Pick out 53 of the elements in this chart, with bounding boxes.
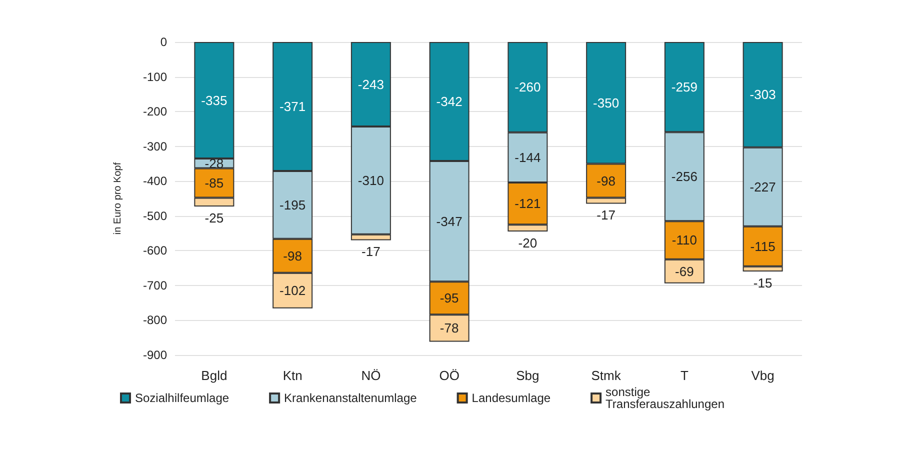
y-tick-label: -700 <box>142 278 168 292</box>
data-label: -371 <box>280 99 306 114</box>
y-tick-label: 0 <box>160 35 168 49</box>
data-label: -347 <box>436 214 462 229</box>
data-label: -98 <box>596 173 616 188</box>
y-tick-label: -600 <box>142 244 168 258</box>
data-label: -259 <box>671 80 698 95</box>
data-label: -256 <box>671 169 698 184</box>
data-label: -95 <box>440 290 459 306</box>
data-label: -227 <box>750 179 776 194</box>
data-label: -144 <box>514 150 541 165</box>
x-tick-label: Stmk <box>591 368 622 383</box>
y-tick-label: -900 <box>142 348 168 362</box>
data-label: -17 <box>362 244 380 260</box>
data-label: -102 <box>280 283 306 298</box>
data-label: -20 <box>518 236 538 251</box>
data-label: -195 <box>280 197 306 212</box>
legend-label: Krankenanstaltenumlage <box>284 391 418 405</box>
data-label: -15 <box>753 276 772 291</box>
data-label: -335 <box>201 92 228 108</box>
y-tick-label: -100 <box>142 70 168 84</box>
x-tick-label: Sbg <box>516 368 540 383</box>
data-label: -78 <box>440 320 459 336</box>
data-label: -28 <box>204 156 224 171</box>
y-tick-label: -200 <box>142 104 168 119</box>
legend-label: Sozialhilfeumlage <box>135 391 230 405</box>
data-label: -110 <box>672 232 697 248</box>
legend-label: Landesumlage <box>472 391 551 405</box>
data-label: -350 <box>593 95 620 110</box>
y-tick-label: -500 <box>142 208 168 223</box>
y-tick-label: -800 <box>142 313 168 328</box>
legend-label: sonstige Transferauszahlungen <box>606 385 725 411</box>
y-axis-title: in Euro pro Kopf <box>112 162 124 235</box>
data-label: -121 <box>514 196 541 212</box>
data-label: -243 <box>358 76 384 92</box>
data-label: -25 <box>204 210 224 226</box>
y-tick-label: -400 <box>142 174 168 188</box>
data-label: -115 <box>750 238 776 254</box>
data-label: -342 <box>436 94 462 109</box>
data-label: -303 <box>750 87 776 102</box>
x-tick-label: Ktn <box>282 368 302 383</box>
x-tick-label: OÖ <box>439 368 460 383</box>
data-label: -310 <box>358 172 384 188</box>
data-label: -260 <box>514 80 541 95</box>
y-tick-label: -300 <box>142 139 168 154</box>
data-label: -85 <box>204 176 224 191</box>
data-label: -98 <box>283 248 302 264</box>
data-label: -69 <box>675 264 694 279</box>
x-tick-label: Bgld <box>201 368 228 383</box>
x-tick-label: NÖ <box>361 368 381 383</box>
x-tick-label: T <box>680 368 688 383</box>
x-tick-label: Vbg <box>751 368 774 383</box>
data-label: -17 <box>596 208 616 223</box>
